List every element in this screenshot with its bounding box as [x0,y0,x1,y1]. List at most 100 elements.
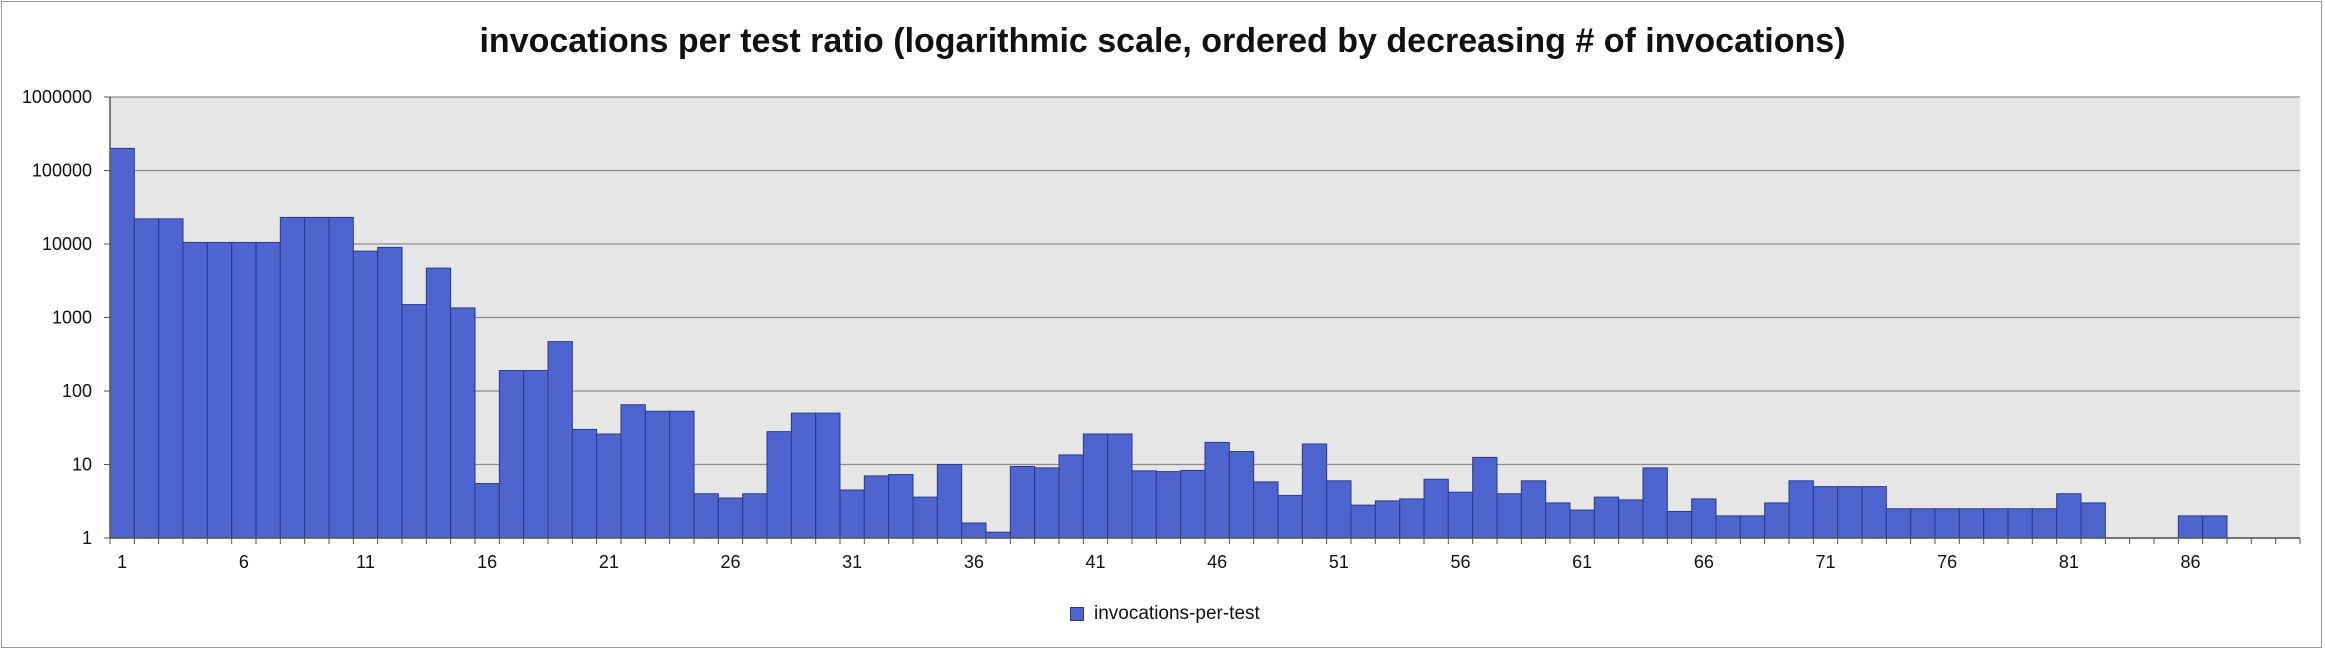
x-tick-label: 11 [356,552,375,572]
bar [1277,494,1303,539]
bar [1764,502,1790,539]
bar [571,428,598,539]
bar [717,497,744,539]
bar [863,475,890,539]
x-tick-label: 1 [117,552,127,572]
y-tick-label: 1 [82,528,92,548]
x-tick-label: 26 [720,552,740,572]
x-tick-label: 6 [239,552,249,572]
bar [1861,486,1887,539]
legend: invocations-per-test [1070,599,1260,629]
x-tick-label: 36 [964,552,984,572]
bar [596,433,622,539]
bar [1374,500,1401,539]
bar [766,431,792,539]
x-tick-label: 71 [1815,552,1835,572]
x-tick-label: 46 [1207,552,1227,572]
legend-swatch [1070,607,1084,621]
bar [1204,441,1230,539]
bar [693,493,719,539]
bar [620,404,646,539]
x-tick-label: 76 [1937,552,1957,572]
bar [1739,515,1766,539]
bar [1691,498,1717,539]
bar [1399,498,1425,539]
bar [255,241,281,539]
bar [790,412,817,539]
bar [474,483,500,539]
bar [1666,510,1693,539]
bar [1545,502,1571,539]
y-tick-label: 10 [72,455,92,475]
x-tick-label: 31 [842,552,862,572]
bar [1423,478,1449,539]
bar [1593,496,1620,539]
bar [1034,467,1060,539]
bar [231,241,257,539]
bar [669,410,695,539]
bar [1618,499,1644,539]
x-tick-label: 41 [1085,552,1105,572]
bar [2202,515,2228,539]
bar [2007,508,2033,539]
bar [1520,480,1547,539]
y-tick-label: 1000000 [22,87,92,107]
bar [912,496,938,539]
bar [1934,508,1960,539]
x-tick-label: 66 [1694,552,1714,572]
bar [839,489,865,539]
x-tick-label: 61 [1572,552,1592,572]
bar [961,522,987,539]
bar [2177,515,2204,539]
bar [1885,508,1912,539]
x-tick-label: 81 [2059,552,2079,572]
bar [888,474,914,539]
bar [1350,504,1376,539]
y-tick-label: 1000 [52,308,92,328]
bar [523,370,549,539]
bar [133,218,160,539]
chart-title: invocations per test ratio (logarithmic … [479,22,1846,60]
bar [206,241,233,539]
bar [1082,433,1109,539]
bar [1910,508,1936,539]
bar [109,147,135,539]
bar [1155,471,1182,539]
x-tick-label: 86 [2180,552,2200,572]
bar [377,246,403,539]
bar [182,241,208,539]
x-tick-label: 16 [477,552,497,572]
bar [1958,508,1985,539]
bar [1642,467,1668,539]
bar [158,218,184,539]
bar [498,370,525,539]
bar [1812,486,1839,539]
bar [352,250,379,539]
bar [985,531,1011,539]
bar [425,267,452,539]
bar [1009,465,1036,539]
bar [1472,456,1498,539]
bar [279,216,306,539]
bar [1228,451,1255,539]
bar [1107,433,1133,539]
bar [1131,470,1157,539]
bar [1496,493,1522,539]
bar [1715,515,1741,539]
bar [815,412,841,539]
bar [328,216,354,539]
bar [1301,443,1328,539]
bar [1058,454,1084,539]
y-axis-ticks: 1 10 100 1000 10000 100000 1000000 [22,87,110,548]
y-tick-label: 100000 [32,161,92,181]
bar [1983,508,2009,539]
x-tick-label: 21 [599,552,619,572]
bar [1569,509,1595,539]
bar [2056,493,2082,539]
bar [1837,486,1863,539]
bar [401,304,427,539]
bar [1180,469,1206,539]
legend-label: invocations-per-test [1094,603,1260,624]
bar [1253,481,1279,539]
bar [2080,502,2106,539]
